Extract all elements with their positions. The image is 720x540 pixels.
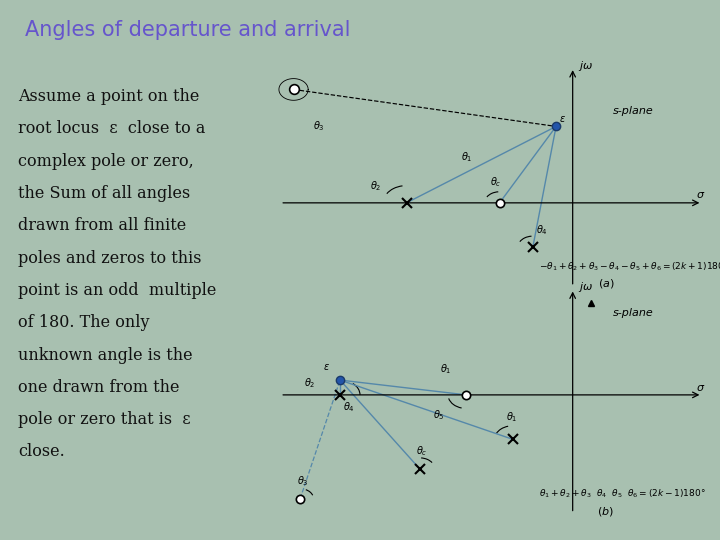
Text: Angles of departure and arrival: Angles of departure and arrival <box>25 19 351 40</box>
Text: $j\omega$: $j\omega$ <box>578 280 593 294</box>
Text: one drawn from the: one drawn from the <box>18 379 179 396</box>
Text: $\theta_1$: $\theta_1$ <box>462 150 473 164</box>
Text: $\theta_4$: $\theta_4$ <box>536 224 548 237</box>
Text: $-\theta_1+\theta_2+\theta_3-\theta_4-\theta_5+\theta_6=(2k+1)180°$: $-\theta_1+\theta_2+\theta_3-\theta_4-\t… <box>539 260 720 273</box>
Text: root locus  ε  close to a: root locus ε close to a <box>18 120 205 137</box>
Text: $\theta_c$: $\theta_c$ <box>490 176 501 190</box>
Text: $\theta_3$: $\theta_3$ <box>313 119 325 133</box>
Text: of 180. The only: of 180. The only <box>18 314 149 331</box>
Text: pole or zero that is  ε: pole or zero that is ε <box>18 411 191 428</box>
Text: $j\omega$: $j\omega$ <box>578 59 593 73</box>
Text: $(a)$: $(a)$ <box>598 277 614 290</box>
Text: poles and zeros to this: poles and zeros to this <box>18 249 202 267</box>
Text: $\theta_c$: $\theta_c$ <box>416 444 428 458</box>
Text: $\varepsilon$: $\varepsilon$ <box>323 362 330 372</box>
Text: point is an odd  multiple: point is an odd multiple <box>18 282 216 299</box>
Text: the Sum of all angles: the Sum of all angles <box>18 185 190 202</box>
Text: $\theta_3$: $\theta_3$ <box>297 474 309 488</box>
Text: s-plane: s-plane <box>613 308 653 318</box>
Text: complex pole or zero,: complex pole or zero, <box>18 153 194 170</box>
Text: $\theta_4$: $\theta_4$ <box>343 401 355 415</box>
Text: $\varepsilon$: $\varepsilon$ <box>559 114 567 125</box>
Text: $\theta_1$: $\theta_1$ <box>440 363 451 376</box>
Text: $\theta_1+\theta_2+\theta_3\ \ \theta_4\ \ \theta_5\ \ \theta_6=(2k-1)180°$: $\theta_1+\theta_2+\theta_3\ \ \theta_4\… <box>539 487 706 500</box>
Text: $\theta_2$: $\theta_2$ <box>304 376 315 390</box>
Text: Assume a point on the: Assume a point on the <box>18 88 199 105</box>
Text: $\sigma$: $\sigma$ <box>696 190 705 200</box>
Text: drawn from all finite: drawn from all finite <box>18 217 186 234</box>
Text: $\theta_5$: $\theta_5$ <box>433 409 445 422</box>
Text: close.: close. <box>18 443 65 461</box>
Text: unknown angle is the: unknown angle is the <box>18 347 192 363</box>
Text: $\sigma$: $\sigma$ <box>696 383 705 393</box>
Text: s-plane: s-plane <box>613 106 653 116</box>
Text: $(b)$: $(b)$ <box>598 505 614 518</box>
Text: $\theta_2$: $\theta_2$ <box>370 179 382 193</box>
Text: $\theta_1$: $\theta_1$ <box>506 410 518 424</box>
